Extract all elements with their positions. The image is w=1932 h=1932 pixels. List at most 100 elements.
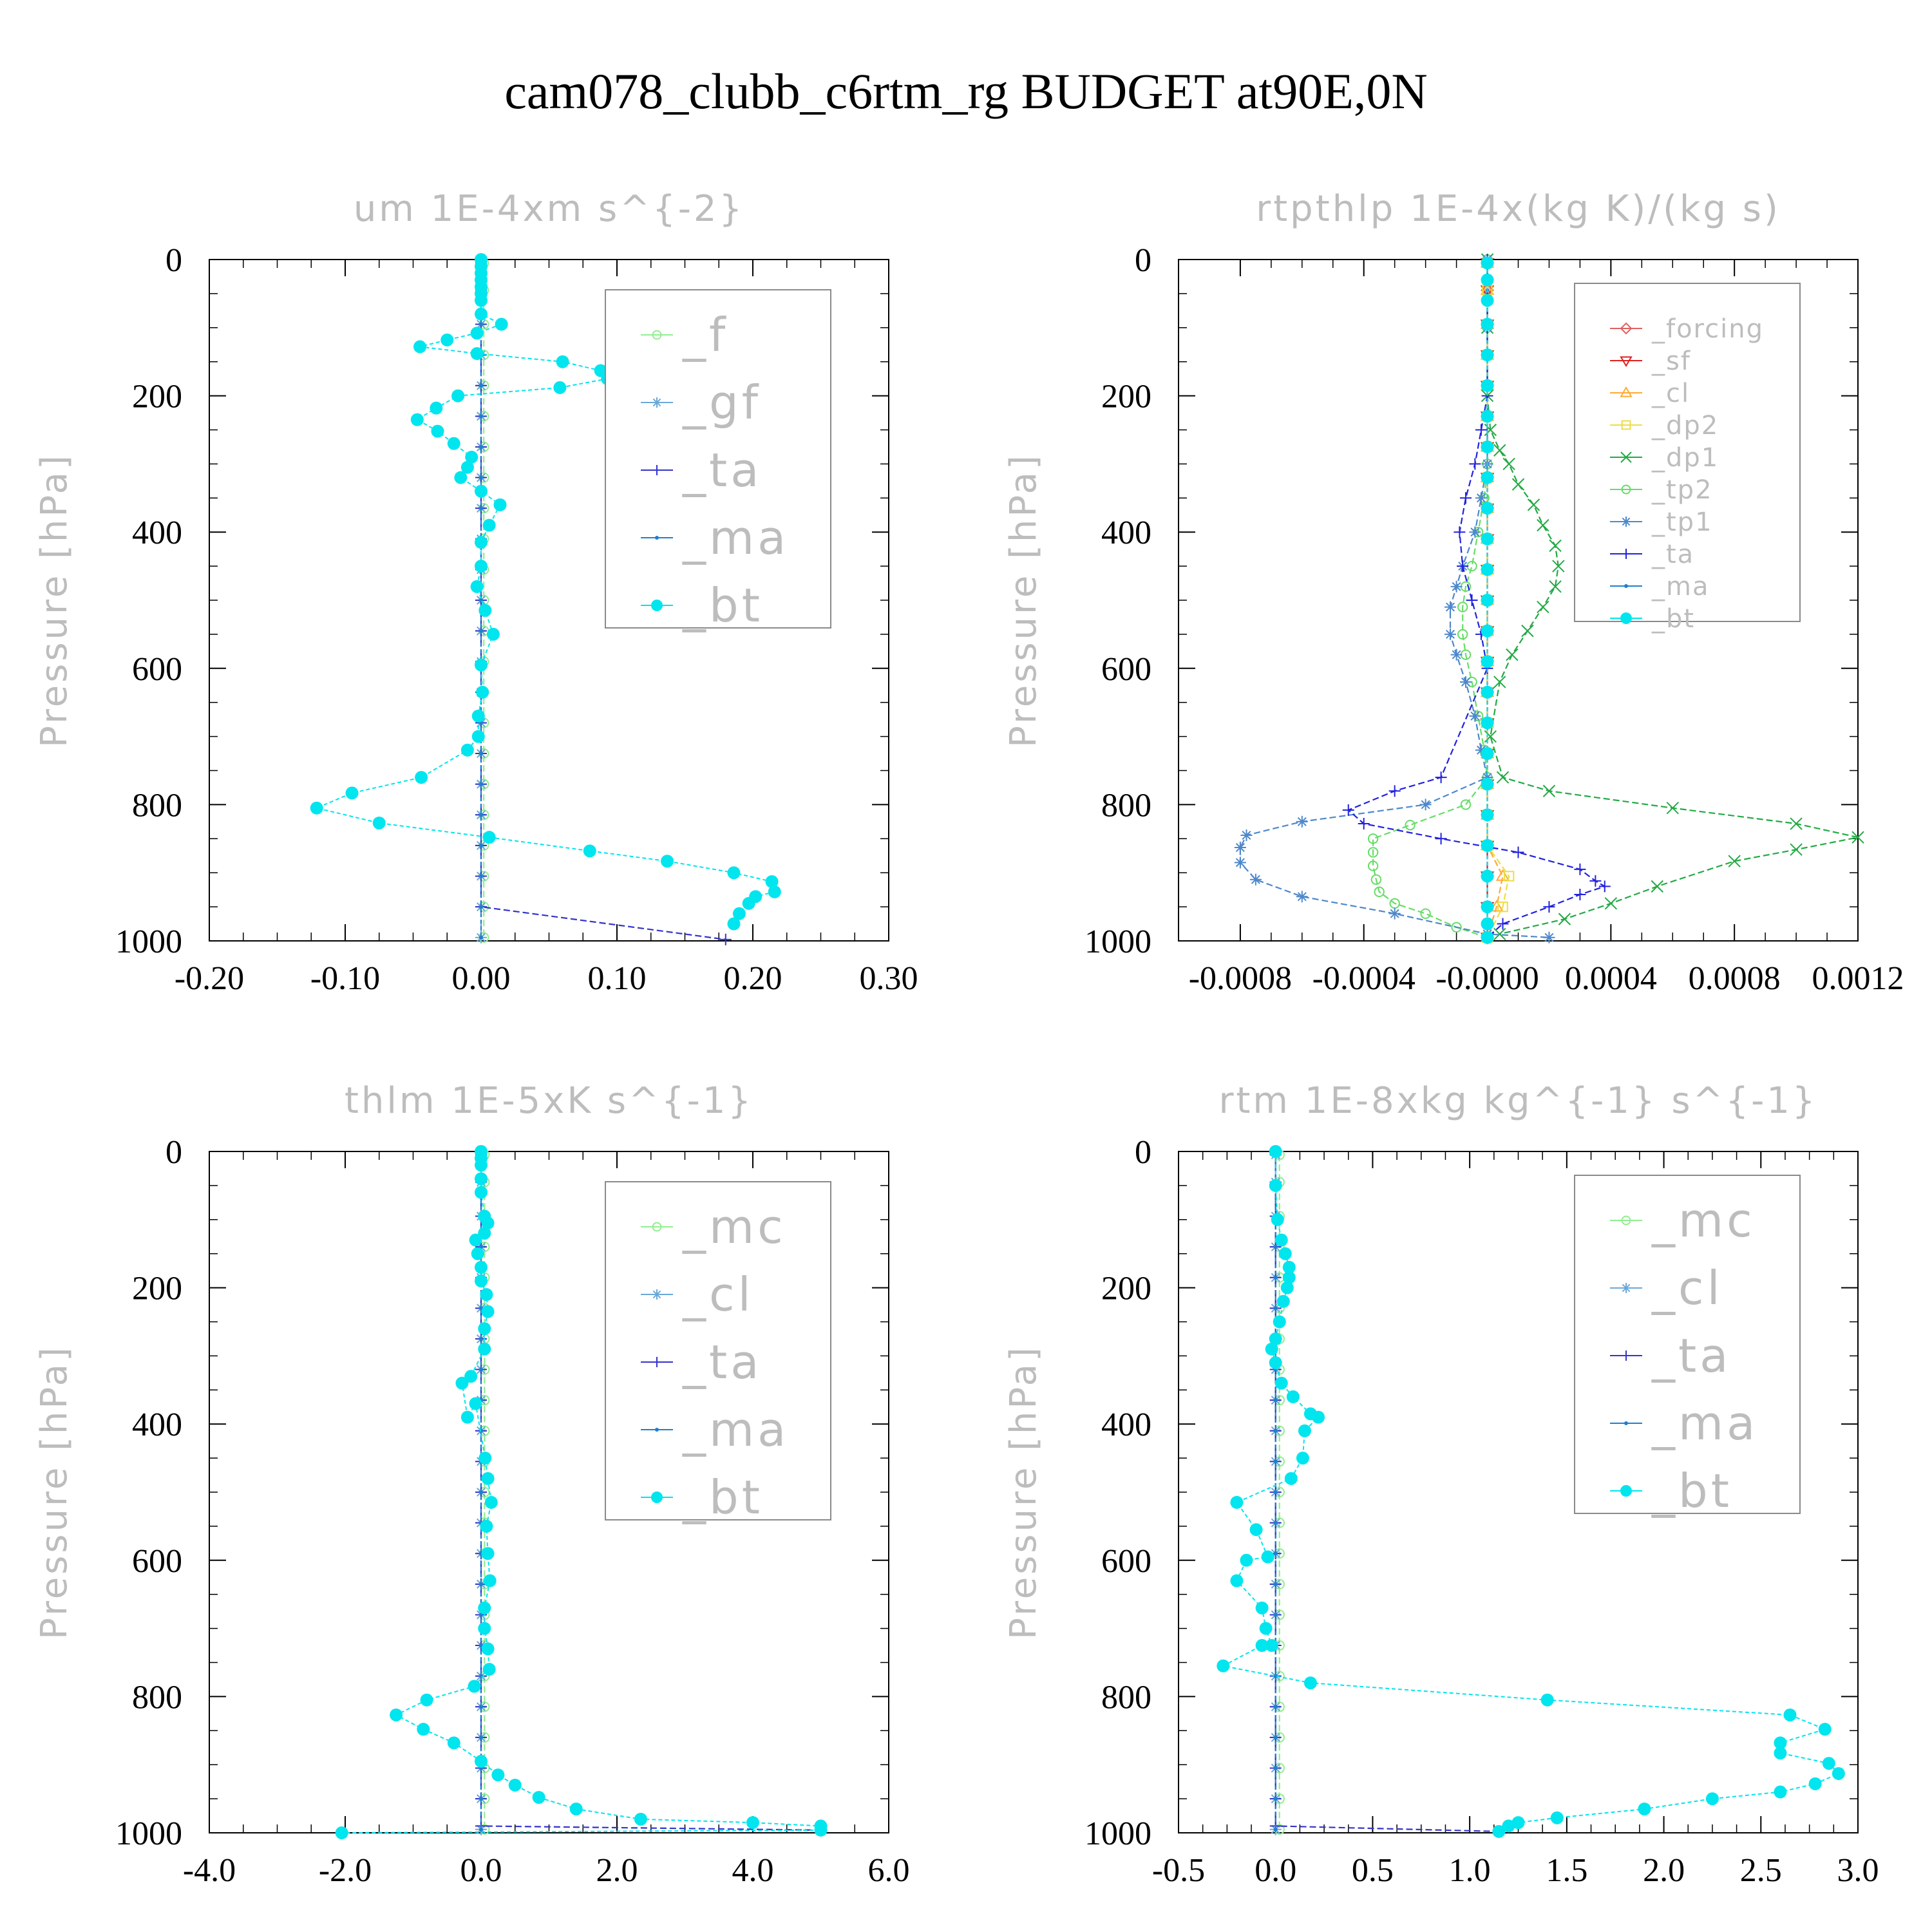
legend-entry: _ma xyxy=(682,1403,789,1457)
data-point xyxy=(1451,922,1462,933)
y-tick-label: 600 xyxy=(1101,651,1151,688)
data-point xyxy=(1269,1145,1282,1158)
legend-marker xyxy=(1621,420,1631,430)
x-tick-label: 4.0 xyxy=(732,1852,774,1889)
data-point xyxy=(1481,716,1494,730)
data-point xyxy=(479,752,483,756)
legend-marker xyxy=(1621,516,1631,527)
data-point xyxy=(1450,649,1463,661)
data-point xyxy=(484,1495,498,1509)
x-tick-label: 0.5 xyxy=(1352,1852,1394,1889)
y-tick-label: 200 xyxy=(132,1271,182,1307)
data-point xyxy=(471,1247,484,1260)
data-point xyxy=(469,1397,482,1410)
data-point xyxy=(1481,379,1494,392)
series-bt xyxy=(1481,256,1494,944)
data-point xyxy=(479,874,483,878)
y-tick-label: 800 xyxy=(132,787,182,824)
panel-3: thlm 1E-5xK s^{-1} 0 200 400 600 800 1000-4.0 -… xyxy=(33,1080,910,1889)
y-tick-label: 400 xyxy=(132,515,182,551)
legend-marker xyxy=(1624,1421,1628,1425)
data-point xyxy=(1273,1705,1278,1709)
x-tick-label: -0.0004 xyxy=(1312,960,1416,997)
data-point xyxy=(475,1260,488,1274)
data-point xyxy=(661,855,674,868)
data-point xyxy=(1598,880,1611,893)
data-point xyxy=(1234,842,1246,854)
legend-entry: _ma xyxy=(1651,1396,1758,1450)
legend-marker xyxy=(652,1357,662,1367)
legend: _f _gf _ta _ma _bt xyxy=(605,289,831,632)
legend-entry: _mc xyxy=(1651,1193,1756,1247)
data-point xyxy=(1405,819,1416,831)
y-tick-label: 400 xyxy=(1101,515,1151,551)
data-point xyxy=(476,685,489,699)
series-line xyxy=(1486,260,1859,935)
legend-entry: _tp1 xyxy=(1651,507,1713,537)
data-point xyxy=(431,424,444,438)
data-point xyxy=(1481,808,1494,822)
data-point xyxy=(1537,600,1549,614)
data-point xyxy=(1638,1802,1651,1815)
data-point xyxy=(483,1574,497,1587)
data-point xyxy=(479,383,483,388)
x-tick-label: -2.0 xyxy=(319,1852,372,1889)
data-point xyxy=(1457,629,1468,640)
x-tick-label: 1.0 xyxy=(1449,1852,1491,1889)
data-point xyxy=(1481,777,1494,791)
data-point xyxy=(335,1826,348,1839)
data-point xyxy=(1481,900,1494,914)
legend-entry: _f xyxy=(682,308,728,362)
data-point xyxy=(481,1472,495,1485)
data-point xyxy=(1589,875,1602,887)
data-point xyxy=(1469,458,1481,470)
x-tick-label: 2.0 xyxy=(1643,1852,1685,1889)
data-point xyxy=(1255,1639,1269,1653)
data-point xyxy=(1521,624,1534,638)
data-point xyxy=(1527,498,1540,511)
data-point xyxy=(1481,917,1494,931)
y-tick-label: 0 xyxy=(166,1134,182,1171)
legend-marker xyxy=(652,1289,662,1300)
legend-entry: _bt xyxy=(1651,604,1695,634)
data-point xyxy=(455,1376,469,1390)
x-tick-label: 0.0 xyxy=(460,1852,502,1889)
y-axis-label: Pressure [hPa] xyxy=(1003,1345,1045,1640)
legend-entry: _bt xyxy=(682,578,763,632)
data-point xyxy=(480,1519,493,1533)
legend-marker xyxy=(1621,1350,1631,1361)
legend-box xyxy=(605,289,831,629)
legend-marker xyxy=(655,536,659,540)
data-point xyxy=(479,782,483,786)
y-tick-label: 200 xyxy=(1101,379,1151,415)
data-point xyxy=(1705,1792,1719,1806)
y-axis-label: Pressure [hPa] xyxy=(1003,453,1045,748)
y-tick-label: 0 xyxy=(1135,242,1151,279)
data-point xyxy=(1540,1693,1554,1707)
series-ma xyxy=(1273,1153,1278,1832)
data-point xyxy=(1481,273,1494,287)
data-point xyxy=(1484,423,1497,437)
legend-entry: _tp2 xyxy=(1651,475,1713,505)
data-point xyxy=(1550,1811,1564,1824)
y-tick-label: 1000 xyxy=(115,1815,182,1852)
data-point xyxy=(1261,1550,1274,1564)
data-point xyxy=(1282,1271,1296,1284)
data-point xyxy=(479,813,483,817)
data-point xyxy=(1493,676,1506,688)
data-point xyxy=(475,307,488,321)
y-tick-label: 600 xyxy=(132,651,182,688)
data-point xyxy=(1280,1281,1294,1294)
data-point xyxy=(1475,424,1487,436)
data-point xyxy=(478,1342,491,1356)
data-point xyxy=(719,933,732,945)
data-point xyxy=(310,801,323,815)
data-point xyxy=(814,1823,828,1837)
data-point xyxy=(1358,818,1370,830)
data-point xyxy=(482,518,496,532)
x-tick-label: 0.20 xyxy=(724,960,782,997)
data-point xyxy=(1273,1398,1278,1403)
data-point xyxy=(470,327,484,340)
data-point xyxy=(1217,1659,1230,1672)
x-tick-label: -0.0008 xyxy=(1189,960,1292,997)
